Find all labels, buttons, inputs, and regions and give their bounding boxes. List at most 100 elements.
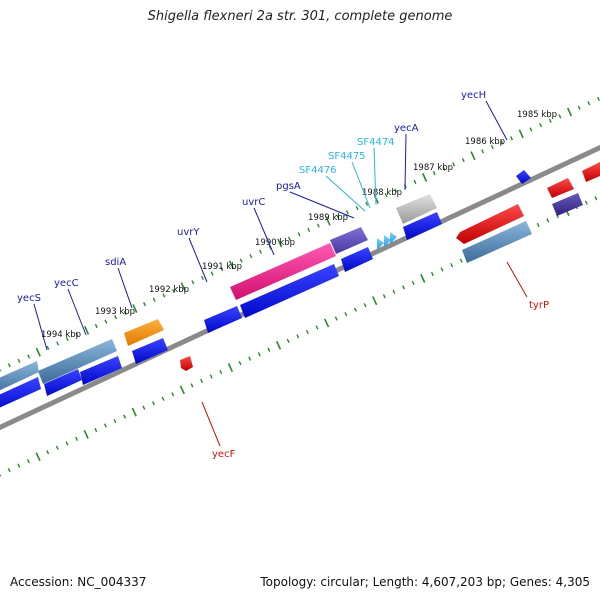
- cds-uvrY[interactable]: [204, 306, 242, 333]
- scale-label-1987: 1987 kbp: [413, 163, 453, 173]
- gene-label-yecH[interactable]: yecH: [461, 90, 486, 101]
- feature-yecS[interactable]: [0, 361, 39, 395]
- leader-sdiA: [117, 267, 133, 309]
- cds-yecC-b[interactable]: [80, 356, 122, 385]
- lower-tick: [227, 363, 234, 372]
- feature-sdiA[interactable]: [124, 319, 164, 346]
- upper-tick: [152, 297, 156, 302]
- cds-yecS[interactable]: [0, 377, 41, 412]
- lower-tick: [372, 296, 378, 306]
- upper-tick: [432, 171, 436, 176]
- lower-tick: [267, 347, 271, 352]
- upper-tick: [422, 173, 428, 182]
- cds-uvrC[interactable]: [240, 264, 339, 318]
- upper-tick: [413, 179, 417, 184]
- lower-tick: [392, 289, 396, 294]
- feature-yecA[interactable]: [396, 194, 437, 224]
- lower-tick: [26, 459, 30, 464]
- upper-tick: [180, 282, 186, 292]
- feature-uvrC[interactable]: [230, 243, 336, 300]
- upper-tick: [249, 254, 253, 259]
- feature-pgsA[interactable]: [330, 227, 368, 254]
- gene-label-uvrC[interactable]: uvrC: [242, 197, 265, 208]
- cds-tyrP-steel[interactable]: [462, 221, 532, 263]
- lower-tick: [584, 200, 588, 205]
- gene-label-SF4474[interactable]: SF4474: [357, 137, 395, 148]
- cds-pgsA[interactable]: [341, 247, 373, 272]
- upper-tick: [518, 129, 524, 139]
- lower-tick: [171, 392, 175, 397]
- lower-tick: [323, 318, 330, 328]
- upper-tick: [548, 118, 552, 123]
- upper-tick: [35, 347, 41, 357]
- lower-tick: [238, 361, 242, 366]
- lower-tick: [179, 385, 185, 395]
- gene-labels: yecS yecC sdiA uvrY uvrC pgsA SF4476 SF4…: [17, 90, 549, 460]
- upper-tick: [481, 149, 485, 154]
- upper-tick: [566, 107, 573, 117]
- upper-tick: [27, 354, 31, 359]
- upper-tick: [587, 101, 591, 106]
- upper-tick: [470, 151, 476, 161]
- upper-tick: [143, 302, 147, 307]
- upper-tick: [510, 136, 514, 141]
- feature-yecH[interactable]: [516, 170, 531, 184]
- map-title: Shigella flexneri 2a str. 301, complete …: [147, 9, 453, 24]
- feature-ring-top: [0, 162, 600, 395]
- upper-tick: [539, 123, 543, 128]
- lower-tick: [152, 401, 155, 406]
- cds-yecC-a[interactable]: [44, 369, 82, 396]
- lower-tick: [402, 285, 406, 290]
- cds-yecA[interactable]: [403, 212, 442, 240]
- upper-tick: [132, 304, 138, 313]
- gene-label-uvrY[interactable]: uvrY: [177, 227, 200, 238]
- upper-tick: [84, 325, 90, 335]
- leader-SF4476: [325, 175, 366, 212]
- lower-tick: [46, 450, 50, 455]
- feature-SF4474[interactable]: [390, 232, 397, 244]
- feature-yecC[interactable]: [38, 339, 117, 384]
- gene-label-pgsA[interactable]: pgsA: [276, 181, 301, 192]
- lower-tick: [430, 271, 434, 277]
- upper-tick: [172, 288, 175, 294]
- feature-SF4475[interactable]: [384, 235, 391, 247]
- cds-yecF[interactable]: [180, 356, 193, 371]
- upper-tick: [94, 323, 98, 329]
- upper-tick: [123, 310, 127, 315]
- gene-label-yecS[interactable]: yecS: [17, 293, 41, 304]
- lower-tick: [17, 463, 21, 468]
- feature-ring-reverse: [180, 221, 532, 371]
- lower-tick: [209, 374, 213, 379]
- lower-tick: [315, 325, 319, 330]
- gene-label-SF4476[interactable]: SF4476: [299, 165, 337, 176]
- feature-tyrP[interactable]: [456, 204, 524, 244]
- lower-tick: [459, 258, 463, 263]
- gene-label-tyrP[interactable]: tyrP: [529, 300, 549, 311]
- feature-SF4476[interactable]: [377, 238, 384, 250]
- feature-red-right[interactable]: [582, 162, 600, 182]
- gene-label-yecF[interactable]: yecF: [212, 449, 236, 460]
- upper-tick: [490, 144, 494, 150]
- gene-label-sdiA[interactable]: sdiA: [105, 257, 126, 268]
- gene-label-yecC[interactable]: yecC: [54, 278, 79, 289]
- feature-yecH-red-top[interactable]: [547, 178, 574, 198]
- upper-tick: [452, 162, 456, 167]
- gene-label-yecA[interactable]: yecA: [394, 123, 419, 134]
- upper-tick: [316, 223, 320, 228]
- lower-tick: [594, 196, 598, 201]
- scale-labels: 1994 kbp 1993 kbp 1992 kbp 1991 kbp 1990…: [41, 110, 557, 340]
- scale-label-1990: 1990 kbp: [255, 238, 295, 248]
- leader-uvrC: [253, 207, 275, 256]
- upper-tick: [220, 267, 224, 272]
- cds-sdiA[interactable]: [132, 338, 168, 364]
- lower-tick: [65, 441, 69, 446]
- lower-tick: [546, 218, 550, 223]
- upper-tick: [7, 363, 11, 368]
- scale-label-1986: 1986 kbp: [465, 137, 505, 147]
- upper-tick: [577, 105, 581, 110]
- leader-yecA: [404, 133, 407, 191]
- gene-label-SF4475[interactable]: SF4475: [328, 151, 366, 162]
- lower-tick: [363, 303, 367, 308]
- upper-tick: [56, 341, 60, 346]
- feature-navy-right[interactable]: [552, 193, 583, 216]
